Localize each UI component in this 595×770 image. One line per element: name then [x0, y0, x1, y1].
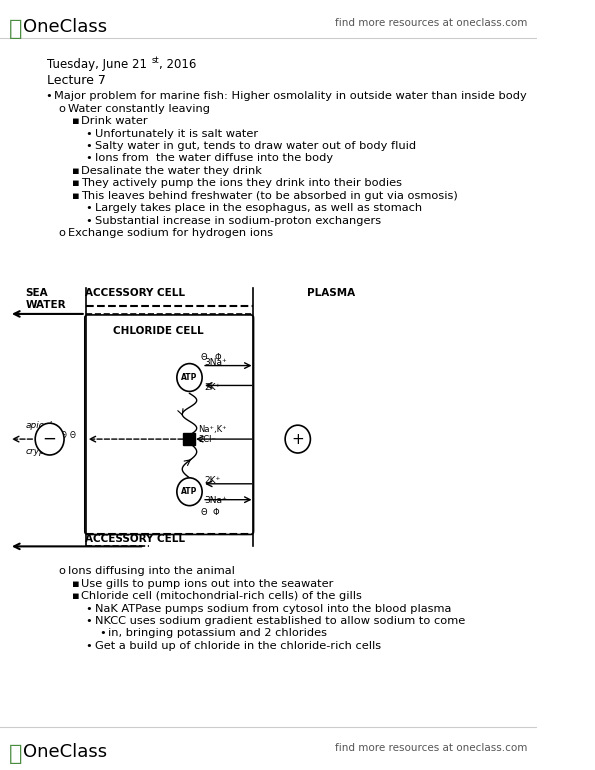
Text: Desalinate the water they drink: Desalinate the water they drink: [81, 166, 262, 176]
Text: ATP: ATP: [181, 487, 198, 496]
Text: NaK ATPase pumps sodium from cytosol into the blood plasma: NaK ATPase pumps sodium from cytosol int…: [95, 604, 451, 614]
Text: ACCESSORY CELL: ACCESSORY CELL: [85, 288, 186, 298]
Text: −: −: [43, 430, 57, 448]
Text: Use gills to pump ions out into the seawater: Use gills to pump ions out into the seaw…: [81, 579, 334, 589]
Text: Θ: Θ: [201, 353, 207, 362]
Text: •: •: [86, 129, 92, 139]
Text: •: •: [86, 604, 92, 614]
Circle shape: [285, 425, 311, 453]
Text: Substantial increase in sodium-proton exchangers: Substantial increase in sodium-proton ex…: [95, 216, 381, 226]
Text: Largely takes place in the esophagus, as well as stomach: Largely takes place in the esophagus, as…: [95, 203, 422, 213]
Text: Lecture 7: Lecture 7: [47, 73, 106, 86]
Text: Salty water in gut, tends to draw water out of body fluid: Salty water in gut, tends to draw water …: [95, 141, 416, 151]
Text: st: st: [152, 55, 159, 65]
Text: NKCC uses sodium gradient established to allow sodium to come: NKCC uses sodium gradient established to…: [95, 616, 465, 626]
Text: •: •: [86, 216, 92, 226]
Text: crypt: crypt: [25, 447, 49, 456]
Text: •: •: [86, 153, 92, 163]
Text: in, bringing potassium and 2 chlorides: in, bringing potassium and 2 chlorides: [108, 628, 327, 638]
Text: find more resources at oneclass.com: find more resources at oneclass.com: [336, 18, 528, 28]
Text: Drink water: Drink water: [81, 116, 148, 126]
Text: CHLORIDE CELL: CHLORIDE CELL: [112, 326, 203, 336]
Text: o: o: [59, 104, 65, 114]
Text: 3Na⁺: 3Na⁺: [204, 496, 227, 504]
Text: , 2016: , 2016: [159, 58, 196, 71]
Text: ▪: ▪: [72, 116, 80, 126]
Text: Chloride cell (mitochondrial-rich cells) of the gills: Chloride cell (mitochondrial-rich cells)…: [81, 591, 362, 601]
Text: Θ: Θ: [70, 430, 76, 440]
Text: ▪: ▪: [72, 579, 80, 589]
Text: •: •: [45, 92, 52, 102]
Text: ❧: ❧: [9, 743, 23, 765]
Text: ATP: ATP: [181, 373, 198, 382]
Text: o: o: [59, 228, 65, 238]
Text: ❧: ❧: [9, 18, 23, 40]
Text: ▪: ▪: [72, 191, 80, 201]
Circle shape: [177, 478, 202, 506]
Text: Tuesday, June 21: Tuesday, June 21: [47, 58, 147, 71]
Text: OneClass: OneClass: [23, 743, 108, 761]
Text: •: •: [86, 616, 92, 626]
Text: 3Na⁺: 3Na⁺: [204, 357, 227, 367]
Text: Φ: Φ: [213, 507, 220, 517]
Text: •: •: [86, 203, 92, 213]
Text: ▪: ▪: [72, 591, 80, 601]
Text: Φ: Φ: [215, 353, 221, 362]
Text: Θ: Θ: [61, 430, 66, 440]
Text: Water constantly leaving: Water constantly leaving: [68, 104, 209, 114]
Text: Get a build up of chloride in the chloride-rich cells: Get a build up of chloride in the chlori…: [95, 641, 381, 651]
Text: Θ: Θ: [201, 507, 207, 517]
Text: apical: apical: [25, 421, 52, 430]
Text: Na⁺,K⁺: Na⁺,K⁺: [199, 425, 227, 434]
Text: ACCESSORY CELL: ACCESSORY CELL: [85, 534, 186, 544]
Text: PLASMA: PLASMA: [307, 288, 355, 298]
Text: Major problem for marine fish: Higher osmolality in outside water than inside bo: Major problem for marine fish: Higher os…: [54, 92, 527, 102]
Text: 2Cl⁻: 2Cl⁻: [199, 435, 217, 444]
Text: They actively pump the ions they drink into their bodies: They actively pump the ions they drink i…: [81, 179, 402, 189]
FancyBboxPatch shape: [85, 315, 253, 534]
Text: 2K⁺: 2K⁺: [204, 476, 220, 485]
Text: Exchange sodium for hydrogen ions: Exchange sodium for hydrogen ions: [68, 228, 273, 238]
Text: •: •: [86, 141, 92, 151]
Text: ▪: ▪: [72, 179, 80, 189]
Text: This leaves behind freshwater (to be absorbed in gut via osmosis): This leaves behind freshwater (to be abs…: [81, 191, 458, 201]
Circle shape: [177, 363, 202, 391]
Text: Unfortunately it is salt water: Unfortunately it is salt water: [95, 129, 258, 139]
Text: SEA
WATER: SEA WATER: [25, 288, 66, 310]
Text: •: •: [99, 628, 106, 638]
Text: ▪: ▪: [72, 166, 80, 176]
Text: •: •: [86, 641, 92, 651]
Circle shape: [35, 424, 64, 455]
Text: Ions diffusing into the animal: Ions diffusing into the animal: [68, 566, 234, 576]
Text: 2K⁺: 2K⁺: [204, 383, 220, 393]
Text: +: +: [292, 432, 304, 447]
Text: OneClass: OneClass: [23, 18, 108, 36]
Text: Ions from  the water diffuse into the body: Ions from the water diffuse into the bod…: [95, 153, 333, 163]
Text: find more resources at oneclass.com: find more resources at oneclass.com: [336, 743, 528, 753]
Text: o: o: [59, 566, 65, 576]
